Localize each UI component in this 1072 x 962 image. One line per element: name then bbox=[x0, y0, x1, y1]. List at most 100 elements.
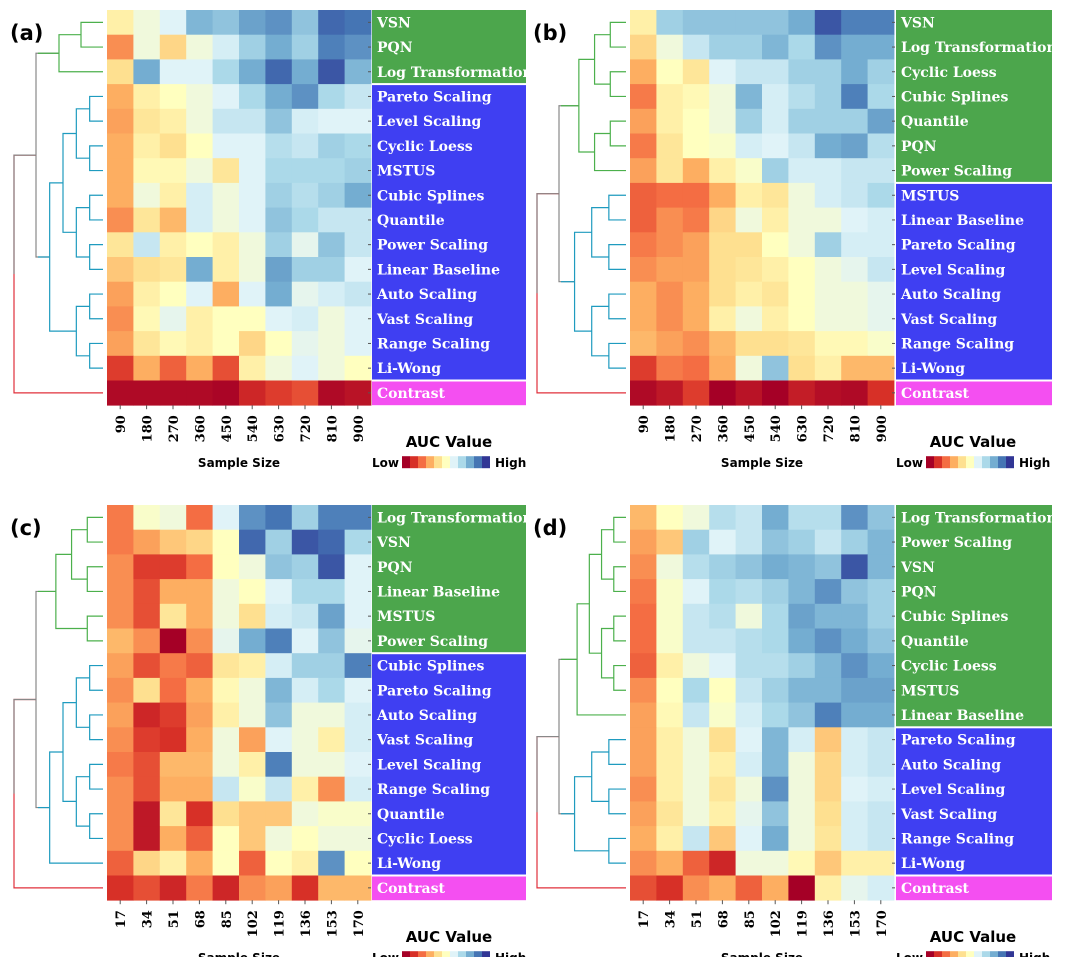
legend-swatch bbox=[966, 456, 974, 469]
legend-swatch bbox=[434, 951, 442, 962]
heatmap-cell bbox=[867, 207, 895, 233]
heatmap-cell bbox=[291, 84, 319, 110]
heatmap-cell bbox=[159, 59, 187, 85]
heatmap-cell bbox=[239, 826, 266, 852]
heatmap-cell bbox=[159, 579, 187, 605]
row-label: Level Scaling bbox=[901, 782, 1006, 798]
heatmap-cell bbox=[682, 875, 710, 901]
row-label: Vast Scaling bbox=[376, 312, 473, 328]
row-label: Pareto Scaling bbox=[901, 733, 1016, 749]
heatmap-cell bbox=[159, 34, 187, 60]
heatmap-cell bbox=[762, 653, 789, 679]
row-label: Contrast bbox=[377, 386, 445, 402]
legend-swatch bbox=[466, 951, 474, 962]
heatmap-cell bbox=[133, 826, 161, 852]
dendrogram-branch bbox=[70, 529, 88, 580]
heatmap-cell bbox=[107, 257, 134, 283]
group-separator bbox=[372, 379, 526, 382]
heatmap-cell bbox=[762, 579, 789, 605]
heatmap-cell bbox=[159, 84, 187, 110]
row-label: Cyclic Loess bbox=[377, 139, 473, 155]
heatmap-cell bbox=[344, 331, 372, 357]
dendrogram-branch bbox=[49, 182, 77, 332]
heatmap-cell bbox=[186, 158, 213, 184]
heatmap-cell bbox=[344, 603, 372, 629]
legend-swatch bbox=[418, 951, 426, 962]
heatmap-cell bbox=[265, 603, 293, 629]
heatmap-cell bbox=[814, 59, 842, 85]
heatmap-cell bbox=[133, 579, 161, 605]
row-label: Cubic Splines bbox=[377, 188, 484, 204]
heatmap-cell bbox=[186, 603, 213, 629]
row-label: Li-Wong bbox=[901, 856, 965, 872]
heatmap-cell bbox=[265, 752, 293, 778]
heatmap-cell bbox=[291, 158, 319, 184]
heatmap-cell bbox=[682, 677, 710, 703]
heatmap-cell bbox=[762, 727, 789, 753]
heatmap-cell bbox=[344, 801, 372, 827]
heatmap-cell bbox=[133, 653, 161, 679]
heatmap-cell bbox=[344, 355, 372, 381]
heatmap-cell bbox=[814, 628, 842, 654]
dendrogram-branch bbox=[75, 108, 90, 159]
heatmap-cell bbox=[682, 529, 710, 555]
column-tick-label: 136 bbox=[299, 910, 314, 937]
heatmap-cell bbox=[735, 108, 763, 134]
legend-low-label: Low bbox=[896, 456, 923, 470]
row-label: Linear Baseline bbox=[901, 708, 1024, 724]
heatmap-cell bbox=[656, 776, 684, 802]
heatmap-cell bbox=[709, 677, 736, 703]
column-tick-label: 270 bbox=[167, 415, 182, 442]
heatmap-cell bbox=[709, 603, 736, 629]
heatmap-cell bbox=[212, 257, 240, 283]
heatmap-cell bbox=[186, 579, 213, 605]
heatmap-cell bbox=[867, 281, 895, 307]
heatmap-cell bbox=[212, 727, 240, 753]
heatmap-cell bbox=[682, 628, 710, 654]
heatmap-cell bbox=[186, 677, 213, 703]
heatmap-cell bbox=[239, 355, 266, 381]
row-label: Level Scaling bbox=[901, 262, 1006, 278]
row-label: Level Scaling bbox=[377, 757, 482, 773]
heatmap-cell bbox=[265, 380, 293, 406]
heatmap-cell bbox=[682, 579, 710, 605]
heatmap-cell bbox=[159, 232, 187, 258]
heatmap-cell bbox=[344, 257, 372, 283]
column-tick-label: 17 bbox=[114, 910, 129, 928]
heatmap-cell bbox=[867, 752, 895, 778]
heatmap-cell bbox=[630, 529, 657, 555]
heatmap-cell bbox=[291, 380, 319, 406]
heatmap-cell bbox=[762, 158, 789, 184]
heatmap-cell bbox=[344, 875, 372, 901]
heatmap-cell bbox=[133, 59, 161, 85]
row-group-band-blue bbox=[372, 84, 526, 381]
heatmap-cell bbox=[762, 628, 789, 654]
heatmap-cell bbox=[735, 34, 763, 60]
heatmap-cell bbox=[291, 850, 319, 876]
heatmap-cell bbox=[709, 257, 736, 283]
heatmap-cell bbox=[735, 84, 763, 110]
heatmap-cell bbox=[841, 59, 868, 85]
heatmap-cell bbox=[239, 257, 266, 283]
row-label: VSN bbox=[900, 560, 935, 576]
column-tick-label: 720 bbox=[299, 415, 314, 442]
dendrogram-branch bbox=[86, 615, 103, 642]
heatmap-cell bbox=[212, 554, 240, 580]
heatmap-cell bbox=[867, 554, 895, 580]
heatmap-cell bbox=[814, 10, 842, 36]
heatmap-cell bbox=[344, 281, 372, 307]
heatmap-cell bbox=[159, 306, 187, 332]
heatmap-cell bbox=[344, 554, 372, 580]
heatmap-cell bbox=[762, 182, 789, 208]
heatmap-cell bbox=[212, 505, 240, 531]
heatmap-cell bbox=[291, 727, 319, 753]
heatmap-cell bbox=[630, 380, 657, 406]
heatmap-cell bbox=[814, 826, 842, 852]
heatmap-cell bbox=[318, 850, 345, 876]
dendrogram-branch bbox=[600, 627, 614, 679]
heatmap-cell bbox=[159, 752, 187, 778]
heatmap-cell bbox=[867, 232, 895, 258]
heatmap-cell bbox=[841, 677, 868, 703]
heatmap-cell bbox=[735, 257, 763, 283]
heatmap-cell bbox=[133, 306, 161, 332]
